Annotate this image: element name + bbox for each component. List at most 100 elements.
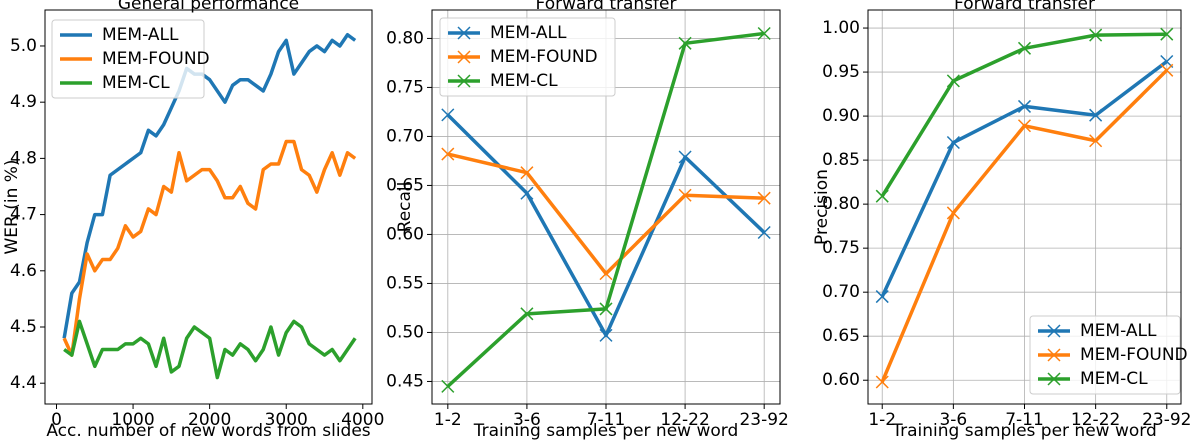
y-tick-label: 0.80 [386,28,424,48]
series-line [63,319,357,380]
marker [520,307,534,321]
marker [946,74,960,88]
series-line [62,32,357,339]
x-tick-label: 3-6 [939,410,967,430]
x-tick-label: 23-92 [739,410,788,430]
x-tick-label: 3-6 [513,410,541,430]
legend-label: MEM-CL [490,71,558,91]
marker [946,135,960,150]
y-tick-label: 4.7 [10,205,37,225]
legend-label: MEM-FOUND [1080,345,1188,365]
marker [599,328,613,342]
x-axis-label: Training samples per new word [473,421,739,441]
legend-label: MEM-ALL [1080,321,1157,341]
plot-frame [431,9,781,405]
marker [1089,134,1103,148]
marker [757,191,771,205]
legend-marker [457,26,471,40]
y-tick-label: 4.5 [10,317,37,337]
y-tick-label: 0.60 [386,224,424,244]
marker [599,302,613,316]
legend-marker [457,74,471,88]
x-tick-label: 23-92 [1142,410,1191,430]
marker [599,267,613,281]
y-tick-label: 0.65 [386,175,424,195]
y-tick-label: 0.55 [386,273,424,293]
y-tick-label: 0.75 [386,77,424,97]
y-tick-label: 0.90 [822,106,860,126]
y-tick-label: 0.70 [822,282,860,302]
y-axis-label: WER (in %) [2,159,22,254]
y-tick-label: 1.00 [822,18,860,38]
x-tick-label: 12-22 [660,410,709,430]
x-tick-label: 1-2 [434,410,462,430]
legend-marker [1047,348,1061,362]
y-axis-label: Recall [395,182,415,233]
x-axis-label: Acc. number of new words from slides [46,421,370,441]
legend-marker [1047,372,1061,386]
marker [520,166,534,180]
marker [1160,63,1174,77]
chart-title: Forward transfer [536,0,677,14]
chart: 0.60 0.65 0.70 0.75 0.80 0.85 0.90 0.95 1.00 1-2 3… [812,0,1191,441]
legend-label: MEM-FOUND [102,49,210,69]
legend-box [1029,315,1181,395]
marker [678,36,692,50]
marker [875,375,889,389]
marker [757,225,771,240]
series-line [62,139,357,357]
x-tick-label: 7-11 [1005,410,1044,430]
x-tick-label: 3000 [265,410,308,430]
marker [441,108,455,122]
y-tick-label: 0.85 [822,150,860,170]
marker [520,186,534,200]
chart-title: Forward transfer [954,0,1095,14]
legend-box [439,17,616,97]
legend-label: MEM-CL [1080,369,1148,389]
x-tick-label: 1000 [111,410,154,430]
marker [678,188,692,202]
y-axis-label: Precision [812,169,832,245]
marker [875,189,889,203]
legend-marker [457,50,471,64]
y-tick-label: 0.50 [386,322,424,342]
plot-frame [44,9,373,405]
marker [441,147,455,161]
marker [1089,28,1103,42]
marker [1017,99,1032,113]
plot-frame [867,9,1182,405]
legend-label: MEM-CL [102,73,170,93]
marker [678,150,692,164]
legend-label: MEM-FOUND [490,47,598,67]
x-axis-label: Training samples per new word [891,421,1157,441]
y-tick-label: 0.70 [386,126,424,146]
marker [757,26,771,41]
y-tick-label: 4.6 [10,261,37,281]
chart: 0.45 0.50 0.55 0.60 0.65 0.70 0.75 0.80 1-2 3-6 7-… [386,0,789,441]
marker [1160,27,1174,41]
y-tick-label: 4.4 [10,373,37,393]
y-tick-label: 0.45 [386,371,424,391]
marker [1017,119,1032,133]
y-tick-label: 4.9 [10,92,37,112]
marker [875,290,889,304]
legend-label: MEM-ALL [102,25,179,45]
chart-title: General performance [118,0,299,14]
y-tick-label: 5.0 [10,36,37,56]
marker [946,206,960,220]
y-tick-label: 0.60 [822,370,860,390]
y-tick-label: 0.95 [822,62,860,82]
legend-box [51,19,205,99]
x-tick-label: 2000 [188,410,231,430]
legend-label: MEM-ALL [490,23,567,43]
marker [1017,41,1032,55]
x-tick-label: 4000 [341,410,384,430]
x-tick-label: 0 [51,410,62,430]
x-tick-label: 1-2 [868,410,896,430]
marker [1089,108,1103,122]
legend-marker [1047,324,1061,338]
y-tick-label: 0.65 [822,326,860,346]
chart: 4.4 4.5 4.6 4.7 4.8 4.9 5.0 0 1000 2000 3000 4000 Ge… [2,0,384,441]
x-tick-label: 7-11 [587,410,626,430]
